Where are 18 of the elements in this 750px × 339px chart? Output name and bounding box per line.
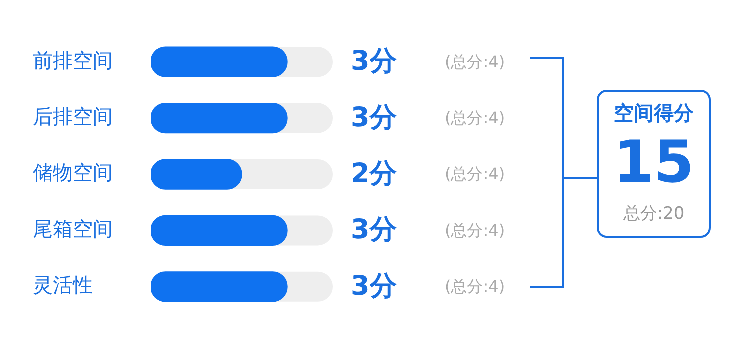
- data-label: 3分: [351, 102, 398, 134]
- y-tick-label: 前排空间: [33, 48, 113, 72]
- data-label: 2分: [351, 158, 398, 190]
- text: (总分:4): [445, 220, 506, 240]
- y-tick-label: 尾箱空间: [33, 216, 113, 241]
- y-tick-label: 储物空间: [33, 160, 113, 185]
- text: 空间得分: [613, 100, 695, 127]
- text: (总分:4): [445, 108, 506, 128]
- data-label: 3分: [351, 270, 398, 302]
- text: (总分:4): [445, 164, 506, 184]
- data-label: 3分: [351, 214, 398, 246]
- text: (总分:4): [445, 277, 506, 296]
- text: 15: [614, 128, 694, 196]
- text: 总分:20: [622, 203, 686, 225]
- y-tick-label: 灵活性: [33, 273, 93, 298]
- y-tick-label: 后排空间: [33, 104, 113, 129]
- text: (总分:4): [445, 52, 506, 72]
- data-label: 3分: [351, 46, 398, 78]
